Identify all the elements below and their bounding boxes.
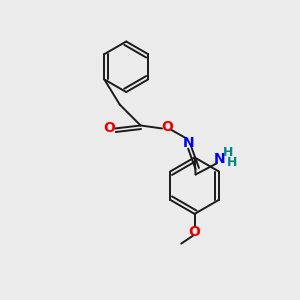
Text: H: H (223, 146, 233, 159)
Text: O: O (189, 225, 200, 239)
Text: N: N (213, 152, 225, 167)
Text: H: H (227, 156, 238, 169)
Text: O: O (103, 122, 115, 136)
Text: N: N (182, 136, 194, 150)
Text: O: O (161, 120, 173, 134)
